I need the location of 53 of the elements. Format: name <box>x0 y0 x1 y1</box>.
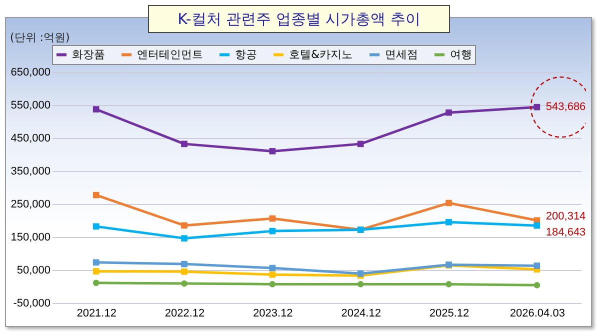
y-tick-label: 150,000 <box>10 232 50 244</box>
point <box>181 260 188 268</box>
point <box>446 281 452 288</box>
point <box>181 140 188 148</box>
point <box>181 280 188 287</box>
point <box>269 148 276 154</box>
legend-label: 호텔&카지노 <box>289 48 353 61</box>
text: (단위 :억원) <box>10 30 70 45</box>
chart-title: K-컬처 관련주 업종별 시가총액 추이 <box>148 5 450 33</box>
data-label: 200,314 <box>546 210 586 222</box>
point <box>181 235 188 242</box>
point <box>446 218 452 226</box>
x-tick-label: 2025.12 <box>429 308 470 320</box>
x-tick-label: 2026.04.03 <box>510 308 565 320</box>
point <box>446 200 452 206</box>
legend-label: 면세점 <box>385 48 418 61</box>
point <box>269 271 276 278</box>
point <box>92 268 100 274</box>
point <box>181 222 188 229</box>
point <box>357 281 364 288</box>
point <box>534 104 540 110</box>
y-tick-label: 450,000 <box>10 132 50 144</box>
legend-label: 화장품 <box>72 48 105 61</box>
data-label: 543,686 <box>546 101 586 114</box>
point <box>534 282 540 288</box>
x-tick-label: 2022.12 <box>164 308 205 320</box>
point <box>357 140 364 148</box>
y-tick-label: 250,000 <box>10 198 50 210</box>
legend-label: 엔터테인먼트 <box>137 48 203 61</box>
point <box>92 192 100 198</box>
point <box>92 223 100 230</box>
point <box>269 215 276 222</box>
x-tick-label: 2021.12 <box>76 308 116 320</box>
x-tick-label: 2023.12 <box>253 308 293 320</box>
y-tick-label: 650,000 <box>10 66 50 78</box>
point <box>269 264 276 272</box>
y-tick-label: 50,000 <box>16 264 50 276</box>
point <box>534 222 540 229</box>
legend-label: 항공 <box>235 48 257 61</box>
data-label: 184,643 <box>546 226 586 239</box>
legend-label: 여행 <box>450 48 472 61</box>
point <box>269 281 276 288</box>
point <box>534 262 540 269</box>
x-tick-label: 2024.12 <box>341 308 381 320</box>
point <box>181 268 188 275</box>
point <box>92 106 100 112</box>
y-tick-label: 550,000 <box>10 100 50 112</box>
y-tick-label: -50,000 <box>13 298 50 310</box>
point <box>269 228 276 234</box>
point <box>92 259 100 266</box>
point <box>446 109 452 116</box>
y-tick-label: 350,000 <box>10 166 50 178</box>
point <box>92 280 100 286</box>
